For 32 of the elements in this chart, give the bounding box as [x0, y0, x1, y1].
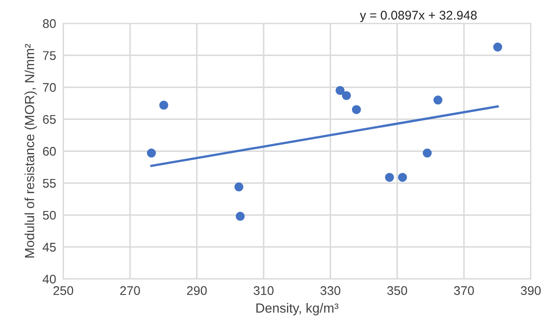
- x-tick-label: 330: [320, 286, 340, 296]
- y-tick-label: 60: [43, 146, 56, 156]
- point: [234, 182, 244, 192]
- x-tick-label: 250: [53, 286, 74, 296]
- x-tick-label: 350: [387, 286, 408, 296]
- point: [493, 42, 502, 52]
- point: [146, 148, 156, 158]
- point: [352, 105, 361, 114]
- point: [433, 96, 442, 105]
- y-tick-label: 75: [43, 51, 56, 60]
- y-tick-label: 50: [42, 210, 56, 220]
- point: [159, 100, 168, 110]
- point: [236, 212, 245, 221]
- x-tick-label: 290: [187, 286, 207, 296]
- point: [398, 172, 408, 182]
- point: [342, 91, 351, 100]
- x-tick-label: 270: [120, 286, 140, 296]
- text: y = 0.0897x + 32.948: [360, 10, 477, 22]
- y-axis-title: Modulul of resistance (MOR), N/mm²: [24, 44, 37, 258]
- point: [385, 172, 394, 182]
- point: [336, 86, 345, 95]
- point: [422, 148, 432, 158]
- x-tick-label: 370: [454, 286, 474, 296]
- x-tick-label: 390: [520, 286, 541, 296]
- y-tick-label: 70: [43, 83, 56, 92]
- y-tick-label: 45: [42, 242, 56, 252]
- x-tick-label: 310: [254, 286, 274, 296]
- y-tick-label: 55: [42, 179, 56, 188]
- y-tick-label: 40: [42, 274, 56, 284]
- x-axis-title: Density, kg/m³: [256, 303, 338, 316]
- y-tick-label: 65: [43, 114, 56, 124]
- y-tick-label: 80: [42, 19, 56, 28]
